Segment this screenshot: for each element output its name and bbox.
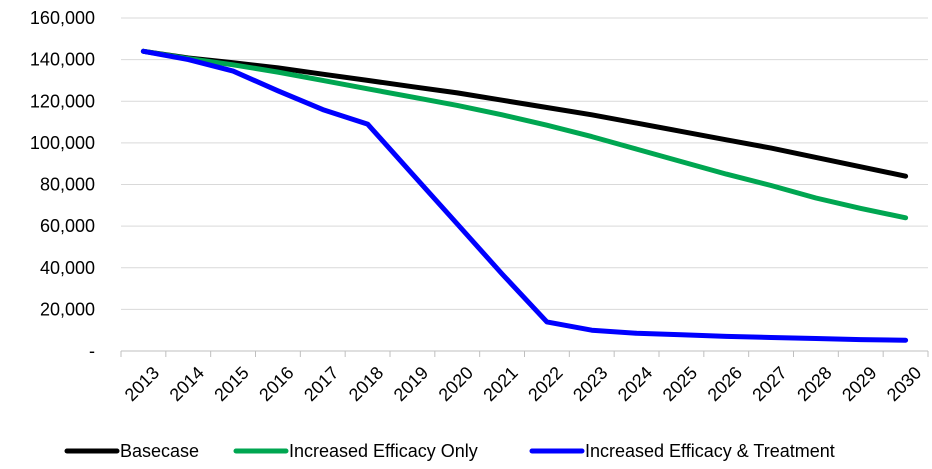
gridlines [121, 17, 928, 310]
x-tick-label: 2029 [838, 363, 880, 405]
y-tick-label: 60,000 [40, 216, 95, 236]
x-tick-label: 2023 [569, 363, 611, 405]
x-tick-label: 2014 [166, 363, 208, 405]
y-tick-labels: - 20,000 40,000 60,000 80,000 100,000 120,000 1… [30, 8, 95, 361]
x-tick-label: 2024 [614, 363, 656, 405]
x-tick-label: 2030 [883, 363, 925, 405]
x-tick-label: 2027 [748, 363, 790, 405]
y-tick-label: 120,000 [30, 91, 95, 111]
x-tick-label: 2025 [659, 363, 701, 405]
x-tick-label: 2019 [390, 363, 432, 405]
y-tick-label: 20,000 [40, 299, 95, 319]
x-tick-label: 2021 [479, 363, 521, 405]
y-tick-label: 100,000 [30, 133, 95, 153]
x-tick-label: 2013 [121, 363, 163, 405]
y-tick-label: 40,000 [40, 258, 95, 278]
legend-label: Increased Efficacy Only [289, 441, 478, 461]
x-tick-label: 2028 [793, 363, 835, 405]
x-tick-label: 2022 [524, 363, 566, 405]
y-tick-label: 160,000 [30, 8, 95, 28]
x-tick-label: 2018 [345, 363, 387, 405]
x-tick-label: 2017 [300, 363, 342, 405]
y-tick-label: 80,000 [40, 175, 95, 195]
series-lines [140, 48, 909, 343]
axes [120, 350, 929, 357]
x-tick-label: 2015 [210, 363, 252, 405]
y-tick-label: 140,000 [30, 50, 95, 70]
series-line-1 [140, 48, 909, 179]
legend-label: Increased Efficacy & Treatment [585, 441, 835, 461]
legend-label: Basecase [120, 441, 199, 461]
x-tick-labels: 2013 2014 2015 2016 2017 2018 2019 2020 2021 2022… [121, 363, 926, 405]
series-line-3 [140, 48, 909, 343]
legend: Basecase Increased Efficacy Only Increased… [64, 441, 835, 461]
x-tick-label: 2020 [435, 363, 477, 405]
series-line-2 [140, 48, 909, 221]
x-tick-label: 2016 [255, 363, 297, 405]
y-tick-label: - [89, 341, 95, 361]
x-tick-label: 2026 [704, 363, 746, 405]
